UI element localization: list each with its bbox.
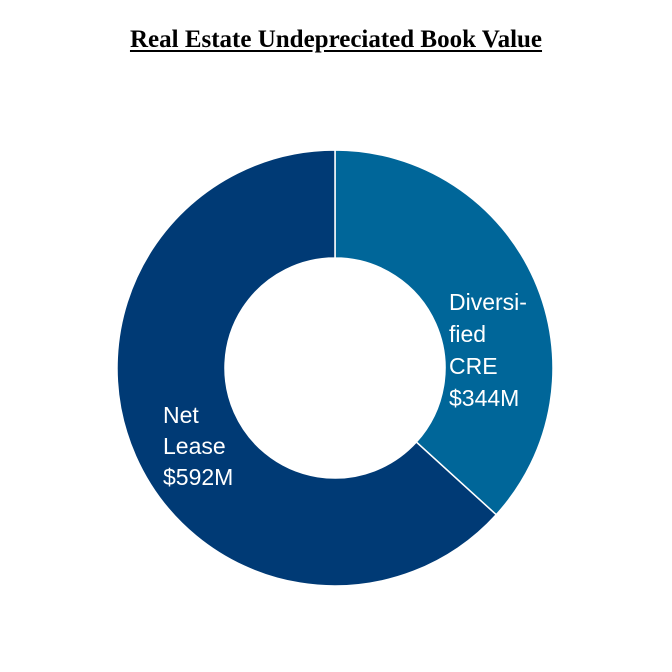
- slice-label-line: $592M: [163, 464, 233, 490]
- slice-label-line: Net: [163, 402, 199, 428]
- slice-label-line: fied: [449, 321, 486, 347]
- slice-label-line: Lease: [163, 433, 226, 459]
- donut-slice-0: [334, 149, 554, 516]
- slice-label-line: $344M: [449, 385, 519, 411]
- slice-label-line: Diversi-: [449, 289, 527, 315]
- chart-title: Real Estate Undepreciated Book Value: [129, 26, 543, 53]
- donut-slices: [116, 149, 554, 587]
- slice-label-1: Net Lease $592M: [163, 402, 233, 490]
- donut-slice-1: [116, 149, 498, 587]
- slice-label-0: Diversi-fied CRE $344M: [449, 289, 527, 411]
- slice-labels: Diversi-fied CRE $344M Net Lease $592M: [163, 289, 527, 490]
- slice-label-line: CRE: [449, 353, 498, 379]
